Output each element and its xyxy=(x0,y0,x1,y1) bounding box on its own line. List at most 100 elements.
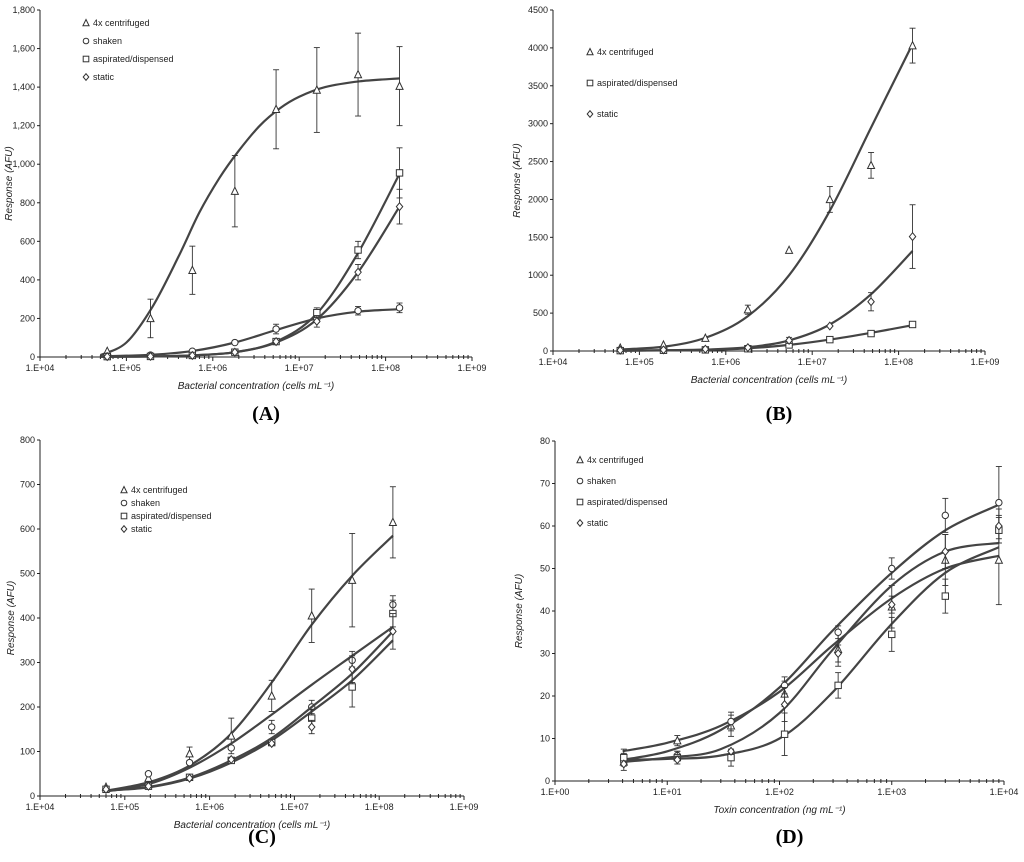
data-point-circle-marker xyxy=(185,758,194,767)
data-point-triangle-marker xyxy=(230,186,240,195)
y-tick-label: 0 xyxy=(30,352,35,362)
x-tick-label: 1.E+07 xyxy=(285,363,314,373)
x-axis-label: Bacterial concentration (cells mL⁻¹) xyxy=(174,820,330,831)
y-tick-label: 1,200 xyxy=(12,121,35,131)
data-point-diamond-marker xyxy=(701,344,710,354)
fit-curve xyxy=(105,630,394,792)
y-tick-label: 600 xyxy=(20,236,35,246)
x-tick-label: 1.E+04 xyxy=(26,363,55,373)
y-tick-label: 1,600 xyxy=(12,44,35,54)
data-point-diamond-marker xyxy=(348,664,357,674)
data-point-square-marker xyxy=(908,320,917,329)
x-tick-label: 1.E+09 xyxy=(450,802,479,812)
data-point-square-marker xyxy=(348,683,356,691)
y-tick-label: 400 xyxy=(20,613,35,623)
data-point-square-marker xyxy=(834,681,842,690)
legend-diamond-marker xyxy=(120,524,128,534)
legend-label: aspirated/dispensed xyxy=(587,497,668,507)
data-point-diamond-marker xyxy=(727,746,735,756)
data-point-triangle-marker xyxy=(185,748,194,758)
data-point-triangle-marker xyxy=(908,40,917,50)
legend-circle-marker xyxy=(576,477,584,485)
data-point-triangle-marker xyxy=(701,332,710,342)
y-tick-label: 10 xyxy=(540,734,550,744)
data-point-circle-marker xyxy=(995,498,1003,507)
data-point-triangle-marker xyxy=(267,690,277,700)
y-tick-label: 1500 xyxy=(528,232,548,242)
legend-label: shaken xyxy=(131,498,160,508)
legend-square-marker xyxy=(586,79,594,87)
y-tick-label: 4500 xyxy=(528,5,548,15)
panel-label: (A) xyxy=(252,403,280,425)
data-point-diamond-marker xyxy=(146,351,155,362)
data-point-diamond-marker xyxy=(267,738,276,749)
data-point-triangle-marker xyxy=(673,735,682,745)
x-tick-label: 1.E+04 xyxy=(990,787,1019,797)
x-tick-label: 1.E+01 xyxy=(653,787,682,797)
data-point-diamond-marker xyxy=(908,231,917,242)
x-tick-label: 1.E+06 xyxy=(195,802,224,812)
y-tick-label: 3000 xyxy=(528,119,548,129)
data-point-triangle-marker xyxy=(188,265,197,274)
data-point-diamond-marker xyxy=(389,626,397,636)
y-axis-label: Response (AFU) xyxy=(6,581,17,655)
data-point-square-marker xyxy=(395,169,404,177)
series-aspirated-dispensed xyxy=(102,599,397,794)
y-tick-label: 50 xyxy=(540,564,550,574)
legend-diamond-marker xyxy=(82,72,90,82)
chart-panel-a: 0 200 400 600 800 1,000 1,200 1,400 1,600 1,800 1.… xyxy=(4,5,486,425)
series-static xyxy=(616,204,917,355)
y-tick-label: 70 xyxy=(540,479,550,489)
data-point-diamond-marker xyxy=(185,773,194,783)
data-point-square-marker xyxy=(354,246,362,254)
data-point-diamond-marker xyxy=(102,784,110,794)
x-tick-label: 1.E+07 xyxy=(280,802,309,812)
data-point-triangle-marker xyxy=(825,194,835,204)
y-tick-label: 2000 xyxy=(528,194,548,204)
x-tick-label: 1.E+04 xyxy=(26,802,55,812)
legend-label: static xyxy=(131,524,153,534)
y-tick-label: 200 xyxy=(20,313,35,323)
data-point-square-marker xyxy=(941,592,950,600)
fit-curve xyxy=(622,503,1000,761)
legend-label: aspirated/dispensed xyxy=(597,78,678,88)
series-aspirated-dispensed xyxy=(100,147,404,361)
legend-label: 4x centrifuged xyxy=(93,18,150,28)
chart-panel-d: 0 10 20 30 40 50 60 70 80 1.E+00 1.E+01 1.E+02 1.E+0… xyxy=(514,436,1018,848)
fit-curve xyxy=(105,626,394,793)
x-tick-label: 1.E+04 xyxy=(539,357,568,367)
legend-diamond-marker xyxy=(586,109,594,119)
y-tick-label: 1,400 xyxy=(12,82,35,92)
data-point-diamond-marker xyxy=(673,755,682,765)
y-tick-label: 1,000 xyxy=(12,159,35,169)
fit-curve xyxy=(100,206,401,358)
y-tick-label: 600 xyxy=(20,524,35,534)
data-point-diamond-marker xyxy=(780,699,789,710)
data-point-circle-marker xyxy=(231,338,239,347)
x-tick-label: 1.E+09 xyxy=(971,357,1000,367)
y-tick-label: 0 xyxy=(543,346,548,356)
data-point-triangle-marker xyxy=(784,245,794,254)
x-tick-label: 1.E+00 xyxy=(541,787,570,797)
data-point-diamond-marker xyxy=(312,316,321,326)
series-static xyxy=(100,188,404,362)
data-point-circle-marker xyxy=(227,744,235,752)
x-tick-label: 1.E+05 xyxy=(110,802,139,812)
y-tick-label: 20 xyxy=(540,691,550,701)
y-tick-label: 30 xyxy=(540,649,550,659)
data-point-diamond-marker xyxy=(354,267,362,277)
series-static xyxy=(619,508,1003,769)
fit-curve xyxy=(99,77,400,357)
y-axis-label: Response (AFU) xyxy=(514,574,525,648)
legend-label: shaken xyxy=(587,476,616,486)
panel-label: (D) xyxy=(776,826,804,848)
y-tick-label: 100 xyxy=(20,747,35,757)
x-tick-label: 1.E+02 xyxy=(765,787,794,797)
y-tick-label: 500 xyxy=(20,569,35,579)
x-tick-label: 1.E+06 xyxy=(711,357,740,367)
data-point-triangle-marker xyxy=(144,773,153,782)
data-point-diamond-marker xyxy=(307,722,316,732)
series-shaken xyxy=(100,302,404,360)
fit-curve xyxy=(620,43,914,351)
